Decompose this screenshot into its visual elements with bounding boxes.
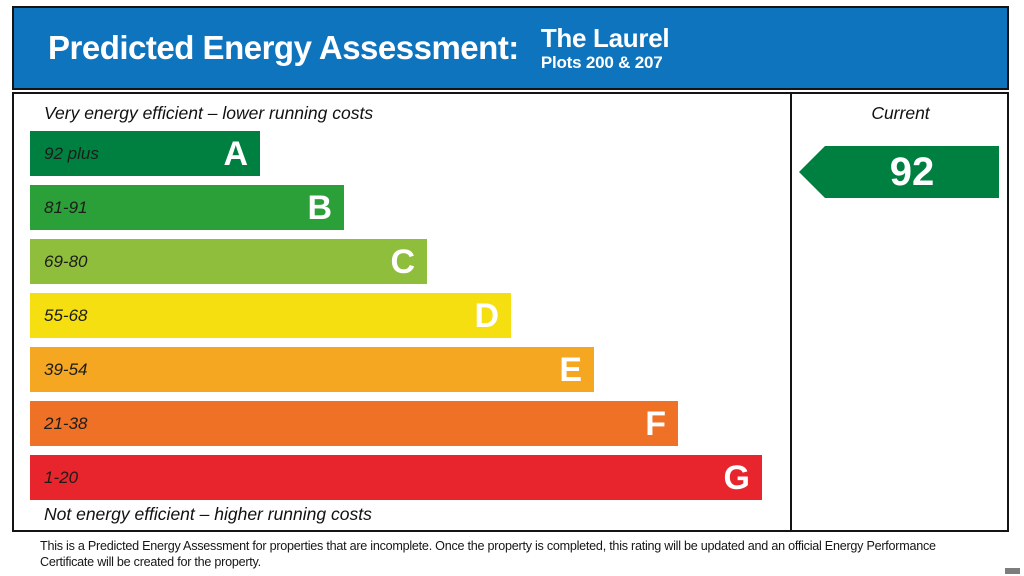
property-info: The Laurel Plots 200 & 207 xyxy=(540,22,670,73)
rating-bands-area: Very energy efficient – lower running co… xyxy=(14,94,792,530)
property-plots: Plots 200 & 207 xyxy=(540,52,663,72)
band-e: 39-54 E xyxy=(30,347,594,392)
band-f: 21-38 F xyxy=(30,401,678,446)
band-a: 92 plus A xyxy=(30,131,260,176)
band-c: 69-80 C xyxy=(30,239,427,284)
current-column-header: Current xyxy=(871,103,930,123)
band-f-range: 21-38 xyxy=(44,413,88,433)
bottom-axis-label: Not energy efficient – higher running co… xyxy=(44,504,372,524)
band-e-range: 39-54 xyxy=(44,359,88,379)
band-c-range: 69-80 xyxy=(44,251,88,271)
property-name: The Laurel xyxy=(540,22,670,53)
band-d: 55-68 D xyxy=(30,293,511,338)
band-a-letter: A xyxy=(223,134,248,173)
band-c-letter: C xyxy=(390,242,415,281)
current-rating-arrow: 92 xyxy=(799,146,999,198)
band-b-range: 81-91 xyxy=(44,197,88,217)
band-d-range: 55-68 xyxy=(44,305,88,325)
footer-line-1: This is a Predicted Energy Assessment fo… xyxy=(40,539,936,553)
current-rating-column: Current 92 xyxy=(794,94,1007,530)
current-rating-value: 92 xyxy=(889,150,935,194)
band-a-range: 92 plus xyxy=(44,143,99,163)
band-d-letter: D xyxy=(474,296,499,335)
page-title: Predicted Energy Assessment: xyxy=(48,29,519,66)
top-axis-label: Very energy efficient – lower running co… xyxy=(44,103,374,123)
band-b: 81-91 B xyxy=(30,185,344,230)
band-g: 1-20 G xyxy=(30,455,762,500)
band-g-letter: G xyxy=(723,458,750,497)
band-b-letter: B xyxy=(307,188,332,227)
band-e-letter: E xyxy=(559,350,582,389)
corner-mark xyxy=(1005,568,1020,574)
band-g-range: 1-20 xyxy=(44,467,79,487)
footer-line-2: Certificate will be created for the prop… xyxy=(40,554,261,569)
band-f-letter: F xyxy=(645,404,666,443)
header-banner: Predicted Energy Assessment: The Laurel … xyxy=(12,6,1009,90)
footer-disclaimer: This is a Predicted Energy Assessment fo… xyxy=(40,539,936,570)
epc-rating-chart: Very energy efficient – lower running co… xyxy=(12,92,1009,532)
